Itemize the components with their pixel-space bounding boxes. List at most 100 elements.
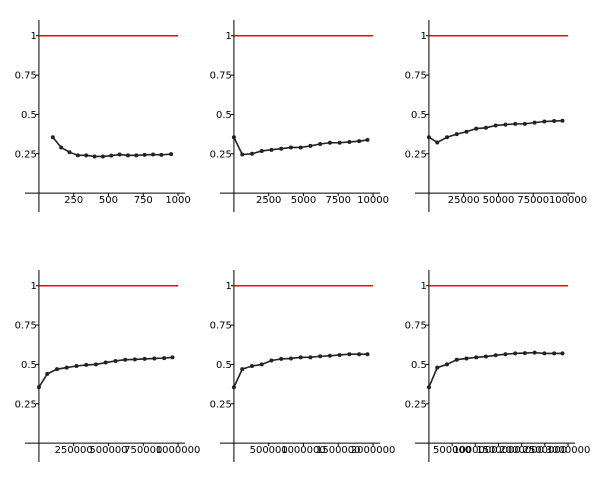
data-point <box>288 145 293 150</box>
y-tick-label: 1 <box>31 281 37 292</box>
y-tick-label: 0.25 <box>405 399 427 410</box>
data-point <box>298 145 303 150</box>
data-point <box>169 152 174 157</box>
y-tick-label: 0.5 <box>216 110 232 121</box>
y-tick-label: 0.25 <box>210 149 232 160</box>
x-tick-label: 250 <box>64 195 83 206</box>
data-point <box>454 357 459 362</box>
data-point <box>532 350 537 355</box>
x-tick-label: 1000000 <box>281 445 326 456</box>
data-point <box>483 354 488 359</box>
chart-panel-2: 0.25 0.5 0.75 1 2500 5000 7500 10000 <box>210 20 389 212</box>
x-tick-label: 500 <box>99 195 118 206</box>
y-tick-label: 0.5 <box>21 360 37 371</box>
data-point <box>532 120 537 125</box>
data-point <box>357 139 362 144</box>
data-point <box>100 154 105 159</box>
data-point <box>542 119 547 124</box>
data-point <box>113 358 118 363</box>
data-point <box>454 132 459 137</box>
x-tick-label: 500000 <box>250 445 288 456</box>
y-tick-label: 0.5 <box>411 360 427 371</box>
data-point <box>298 355 303 360</box>
x-tick-label: 75000 <box>517 195 549 206</box>
data-point <box>123 357 128 362</box>
data-point <box>318 354 323 359</box>
data-point <box>36 385 41 390</box>
x-tick-label: 7500 <box>326 195 351 206</box>
data-point <box>327 353 332 358</box>
data-point <box>522 121 527 126</box>
data-point <box>365 352 370 357</box>
y-tick-label: 0.5 <box>21 110 37 121</box>
y-tick-label: 0.75 <box>210 71 232 82</box>
data-point <box>513 351 518 356</box>
x-tick-label: 1500000 <box>316 445 361 456</box>
y-tick-label: 0.25 <box>210 399 232 410</box>
data-point <box>426 385 431 390</box>
x-tick-label: 2500000 <box>523 445 568 456</box>
data-point <box>269 358 274 363</box>
data-point <box>503 352 508 357</box>
data-point <box>347 352 352 357</box>
chart-panel-6: 0.250.50.7515000001000000150000020000002… <box>405 270 591 462</box>
data-point <box>250 151 254 156</box>
data-point <box>279 356 284 361</box>
data-point <box>134 153 139 158</box>
data-point <box>435 365 440 370</box>
data-point <box>347 139 352 144</box>
data-point <box>132 357 137 362</box>
y-tick-label: 1 <box>226 31 232 42</box>
data-point <box>337 352 342 357</box>
data-point <box>259 362 264 367</box>
data-point <box>170 355 175 360</box>
data-point <box>542 351 547 356</box>
data-point <box>522 351 527 356</box>
data-point <box>337 140 342 145</box>
data-point <box>513 121 518 126</box>
data-point <box>45 371 50 376</box>
data-point <box>84 362 89 367</box>
x-tick-label: 1000000 <box>453 445 498 456</box>
data-point <box>142 152 147 157</box>
y-tick-label: 1 <box>31 31 37 42</box>
x-tick-label: 500000 <box>433 445 471 456</box>
data-point <box>288 356 293 361</box>
y-tick-label: 0.5 <box>216 360 232 371</box>
y-tick-label: 0.75 <box>15 321 37 332</box>
x-tick-label: 1000000 <box>156 445 201 456</box>
data-point <box>445 362 449 367</box>
chart-panel-3: 0.25 0.5 0.75 1 25000 50000 75000 100000 <box>405 20 587 212</box>
data-point <box>92 154 97 159</box>
data-point <box>231 385 236 390</box>
data-point <box>503 122 508 127</box>
x-tick-label: 500000 <box>89 445 127 456</box>
data-point <box>259 148 264 153</box>
y-tick-label: 0.5 <box>411 110 427 121</box>
y-tick-label: 0.75 <box>210 321 232 332</box>
data-point <box>318 142 323 147</box>
data-point <box>493 123 498 128</box>
data-point <box>493 353 498 358</box>
data-point <box>357 352 362 357</box>
x-tick-label: 750 <box>134 195 153 206</box>
data-point <box>560 351 565 356</box>
y-tick-label: 1 <box>421 31 427 42</box>
x-tick-label: 3000000 <box>546 445 591 456</box>
y-tick-label: 0.75 <box>405 71 427 82</box>
data-point <box>426 135 431 140</box>
x-tick-label: 1000 <box>165 195 190 206</box>
data-point <box>445 135 449 140</box>
data-point <box>269 147 274 152</box>
x-tick-label: 10000 <box>357 195 389 206</box>
data-point <box>74 364 79 368</box>
data-point <box>474 355 479 360</box>
data-point <box>142 356 147 361</box>
x-tick-label: 1500000 <box>476 445 521 456</box>
x-tick-label: 50000 <box>483 195 515 206</box>
data-point <box>151 152 155 157</box>
x-tick-label: 250000 <box>55 445 93 456</box>
data-point <box>75 153 80 158</box>
